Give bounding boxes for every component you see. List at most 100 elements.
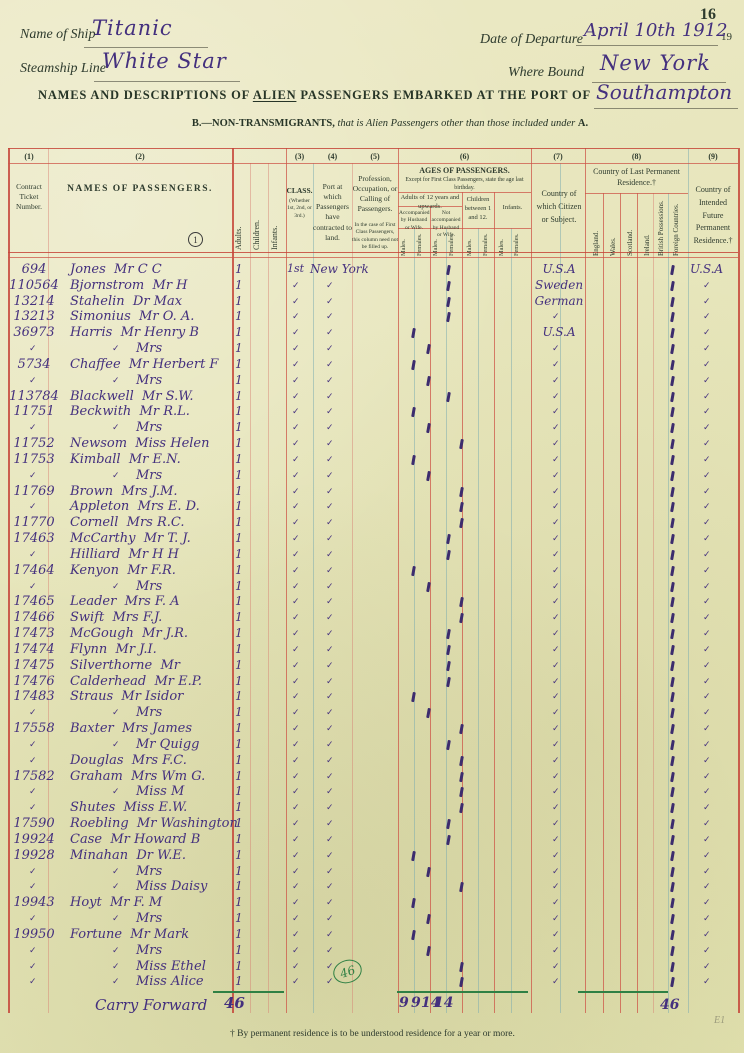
citizenship-ditto-mark: ✓ [552,502,560,512]
class-ditto-mark: ✓ [292,455,300,465]
class-ditto-mark: ✓ [292,708,300,718]
ticket-number: 19943 [13,895,55,910]
citizenship-value: German [534,294,584,308]
age-total-females-not: 14 [434,995,454,1011]
future-residence-ditto-mark: ✓ [703,281,711,291]
citizenship-ditto-mark: ✓ [552,487,560,497]
passenger-name: Kimball Mr E.N. [70,452,181,467]
adults-total: 46 [224,994,245,1012]
col9-header: Country of Intended Future Permanent Res… [693,185,733,246]
residence-tally-mark [670,739,675,751]
ticket-ditto-mark: ✓ [29,803,37,813]
adults-tally: 1 [235,499,243,513]
circled-46-stamp: 46 [330,956,365,987]
passenger-name: Simonius Mr O. A. [70,309,195,324]
port-ditto-mark: ✓ [326,566,334,576]
port-ditto-mark: ✓ [326,803,334,813]
class-ditto-mark: ✓ [292,977,300,987]
age-subcol-header: Females. [416,233,423,256]
future-residence-ditto-mark: ✓ [703,819,711,829]
port-of-embarkation-value: Southampton [596,80,733,104]
adults-tally: 1 [235,594,243,608]
citizenship-ditto-mark: ✓ [552,772,560,782]
rule-line [250,163,251,1013]
adults-tally: 1 [235,531,243,545]
col1-num: (1) [24,152,34,161]
rule-line [494,192,495,1013]
age-tally-mark [446,818,451,830]
name-ditto-mark: ✓ [112,946,120,956]
class-ditto-mark: ✓ [292,772,300,782]
name-ditto-mark: ✓ [112,423,120,433]
rule-line [8,148,738,149]
residence-tally-mark [670,311,675,323]
residence-tally-mark [670,723,675,735]
rule-line [688,148,689,1013]
port-ditto-mark: ✓ [326,629,334,639]
class-ditto-mark: ✓ [292,534,300,544]
passenger-name: McGough Mr J.R. [70,626,189,641]
passenger-name: Miss Alice [136,974,204,989]
future-residence-ditto-mark: ✓ [703,803,711,813]
ticket-ditto-mark: ✓ [29,376,37,386]
port-ditto-mark: ✓ [326,582,334,592]
ticket-ditto-mark: ✓ [29,914,37,924]
citizenship-ditto-mark: ✓ [552,518,560,528]
col7-header: Country of which Citizen or Subject. [536,189,582,224]
age-tally-mark [446,311,451,323]
residence-tally-mark [670,596,675,608]
passenger-name: Mrs [136,943,163,958]
ticket-number: 17473 [13,626,55,641]
passenger-name: Harris Mr Henry B [70,325,199,340]
passenger-name: Miss M [136,784,185,799]
fill-line [592,82,726,83]
adults-tally: 1 [235,452,243,466]
residence-tally-mark [670,280,675,292]
adults-tally: 1 [235,816,243,830]
future-residence-ditto-mark: ✓ [703,312,711,322]
future-residence-ditto-mark: ✓ [703,835,711,845]
adults-tally: 1 [235,325,243,339]
citizenship-ditto-mark: ✓ [552,566,560,576]
residence-tally-mark [670,343,675,355]
ticket-ditto-mark: ✓ [29,471,37,481]
col5-num: (5) [370,152,380,161]
citizenship-ditto-mark: ✓ [552,977,560,987]
passenger-name: Leader Mrs F. A [70,594,180,609]
class-ditto-mark: ✓ [292,360,300,370]
passenger-name: Chaffee Mr Herbert F [70,357,219,372]
citizenship-ditto-mark: ✓ [552,756,560,766]
residence-tally-mark [670,676,675,688]
citizenship-ditto-mark: ✓ [552,471,560,481]
class-value: 1st [287,262,305,275]
future-residence-ditto-mark: ✓ [703,471,711,481]
rule-line [430,206,431,1013]
class-ditto-mark: ✓ [292,613,300,623]
citizenship-ditto-mark: ✓ [552,344,560,354]
port-ditto-mark: ✓ [326,677,334,687]
future-residence-ditto-mark: ✓ [703,787,711,797]
not-accompanied-header: Not accompanied by Husband or Wife. [431,210,461,239]
age-total-males-acc: 9 [399,995,409,1011]
passenger-name: Cornell Mrs R.C. [70,515,185,530]
count-col-header: Infants. [270,225,279,250]
steamship-line-value: White Star [102,49,227,73]
passenger-name: Roebling Mr Washington [70,816,238,831]
ticket-number: 17466 [13,610,55,625]
col4-num: (4) [327,152,338,161]
residence-tally-mark [670,628,675,640]
class-ditto-mark: ✓ [292,502,300,512]
future-residence-ditto-mark: ✓ [703,977,711,987]
ticket-ditto-mark: ✓ [29,502,37,512]
rule-line [585,148,586,1013]
residence-subcol-header: England. [592,230,600,256]
class-ditto-mark: ✓ [292,312,300,322]
col9-num: (9) [708,152,718,161]
ticket-number: 19928 [13,848,55,863]
where-bound-label: Where Bound [508,65,585,80]
age-tally-mark [446,391,451,403]
passenger-name: Fortune Mr Mark [70,927,190,942]
port-ditto-mark: ✓ [326,328,334,338]
ticket-ditto-mark: ✓ [29,550,37,560]
